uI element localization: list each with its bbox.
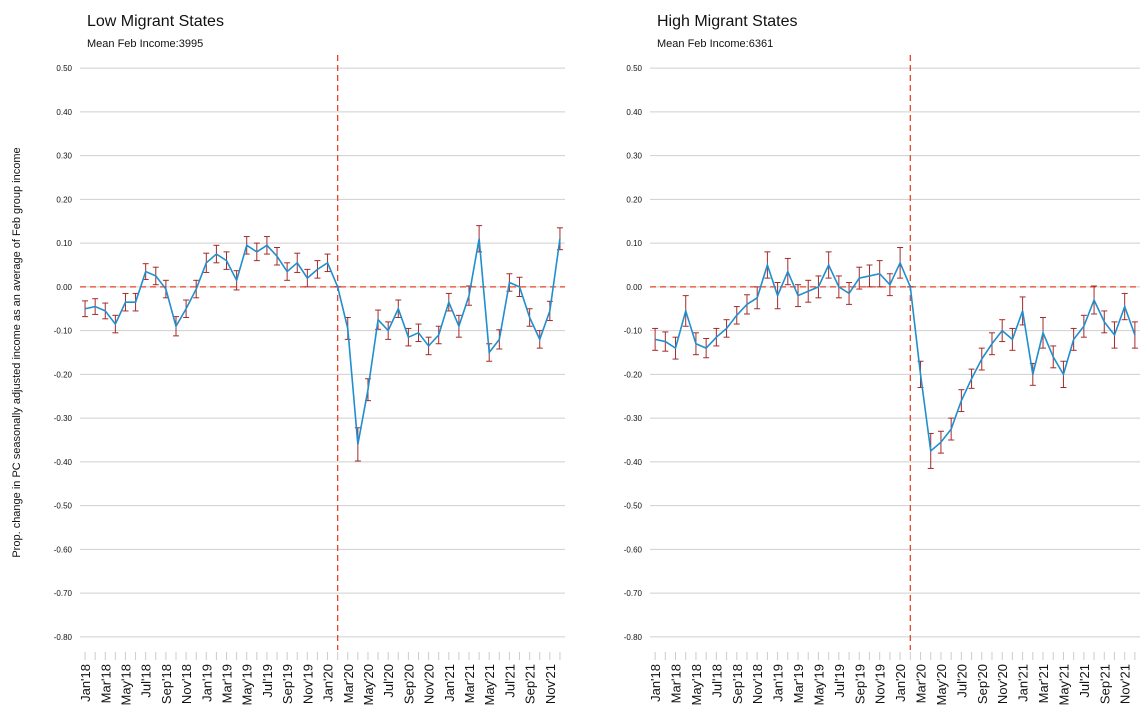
y-tick-label: -0.50 [54,502,73,511]
y-tick-label: 0.10 [626,239,642,248]
chart-subtitle: Mean Feb Income:3995 [87,38,203,50]
x-tick-label: May'20 [361,664,376,706]
y-tick-label: -0.60 [624,545,643,554]
x-tick-label: May'18 [689,664,704,706]
x-tick-label: Mar'19 [220,664,235,703]
x-tick-label: Mar'21 [1036,664,1051,703]
y-tick-label: 0.00 [56,283,72,292]
x-tick-label: May'21 [1056,664,1071,706]
x-tick-label: Sep'20 [975,664,990,704]
x-tick-label: Jan'19 [199,664,214,702]
x-tick-label: Jul'19 [260,664,275,698]
y-tick-label: -0.70 [624,589,643,598]
x-tick-label: Mar'21 [462,664,477,703]
x-tick-label: Mar'20 [914,664,929,703]
x-tick-label: Mar'20 [341,664,356,703]
x-tick-label: Jan'20 [321,664,336,702]
y-tick-label: 0.20 [56,195,72,204]
x-tick-label: Nov'18 [179,664,194,704]
x-tick-label: Jan'19 [771,664,786,702]
chart-subtitle: Mean Feb Income:6361 [657,38,773,50]
y-tick-label: 0.00 [626,283,642,292]
x-tick-label: May'19 [811,664,826,706]
y-tick-label: -0.20 [624,370,643,379]
y-tick-label: 0.50 [56,64,72,73]
y-tick-label: 0.50 [626,64,642,73]
x-tick-label: Jan'20 [893,664,908,702]
x-tick-label: May'18 [118,664,133,706]
y-tick-label: -0.30 [624,414,643,423]
x-tick-label: Nov'20 [422,664,437,704]
x-tick-label: Jan'21 [442,664,457,702]
x-tick-label: May'19 [240,664,255,706]
x-tick-label: Jul'18 [709,664,724,698]
x-tick-label: Jan'18 [648,664,663,702]
data-line [84,238,561,445]
x-tick-label: Jan'21 [1016,664,1031,702]
y-tick-label: -0.40 [54,458,73,467]
x-tick-label: Nov'21 [543,664,558,704]
x-tick-label: Sep'19 [852,664,867,704]
y-tick-label: -0.20 [54,370,73,379]
x-tick-label: Jul'19 [832,664,847,698]
y-tick-label: -0.40 [624,458,643,467]
x-tick-label: Nov'19 [300,664,315,704]
x-tick-label: Sep'18 [730,664,745,704]
x-tick-label: Sep'18 [159,664,174,704]
x-tick-label: Mar'18 [669,664,684,703]
x-tick-label: Sep'20 [401,664,416,704]
x-tick-label: Sep'21 [523,664,538,704]
y-tick-label: 0.40 [626,108,642,117]
y-tick-label: 0.40 [56,108,72,117]
x-tick-label: Nov'19 [873,664,888,704]
y-tick-label: 0.30 [626,152,642,161]
x-tick-label: Jul'20 [381,664,396,698]
y-tick-label: -0.10 [54,327,73,336]
x-tick-label: May'21 [482,664,497,706]
y-tick-label: -0.80 [624,633,643,642]
x-tick-label: Sep'21 [1097,664,1112,704]
x-tick-label: Jul'20 [954,664,969,698]
x-tick-label: Jul'21 [502,664,517,698]
y-tick-label: -0.80 [54,633,73,642]
y-tick-label: -0.10 [624,327,643,336]
y-tick-label: -0.70 [54,589,73,598]
chart-title: High Migrant States [657,13,798,30]
y-axis-label: Prop. change in PC seasonally adjusted i… [11,147,23,557]
y-tick-label: -0.50 [624,502,643,511]
y-tick-label: 0.20 [626,195,642,204]
chart-title: Low Migrant States [87,13,224,30]
data-line [654,260,1136,453]
x-tick-label: Jul'21 [1077,664,1092,698]
x-tick-label: May'20 [934,664,949,706]
x-tick-label: Mar'18 [98,664,113,703]
y-tick-label: 0.10 [56,239,72,248]
x-tick-label: Jan'18 [78,664,93,702]
x-tick-label: Sep'19 [280,664,295,704]
x-tick-label: Jul'18 [139,664,154,698]
y-tick-label: 0.30 [56,152,72,161]
y-tick-label: -0.60 [54,545,73,554]
x-tick-label: Nov'21 [1118,664,1133,704]
x-tick-label: Nov'18 [750,664,765,704]
x-tick-label: Mar'19 [791,664,806,703]
y-tick-label: -0.30 [54,414,73,423]
x-tick-label: Nov'20 [995,664,1010,704]
